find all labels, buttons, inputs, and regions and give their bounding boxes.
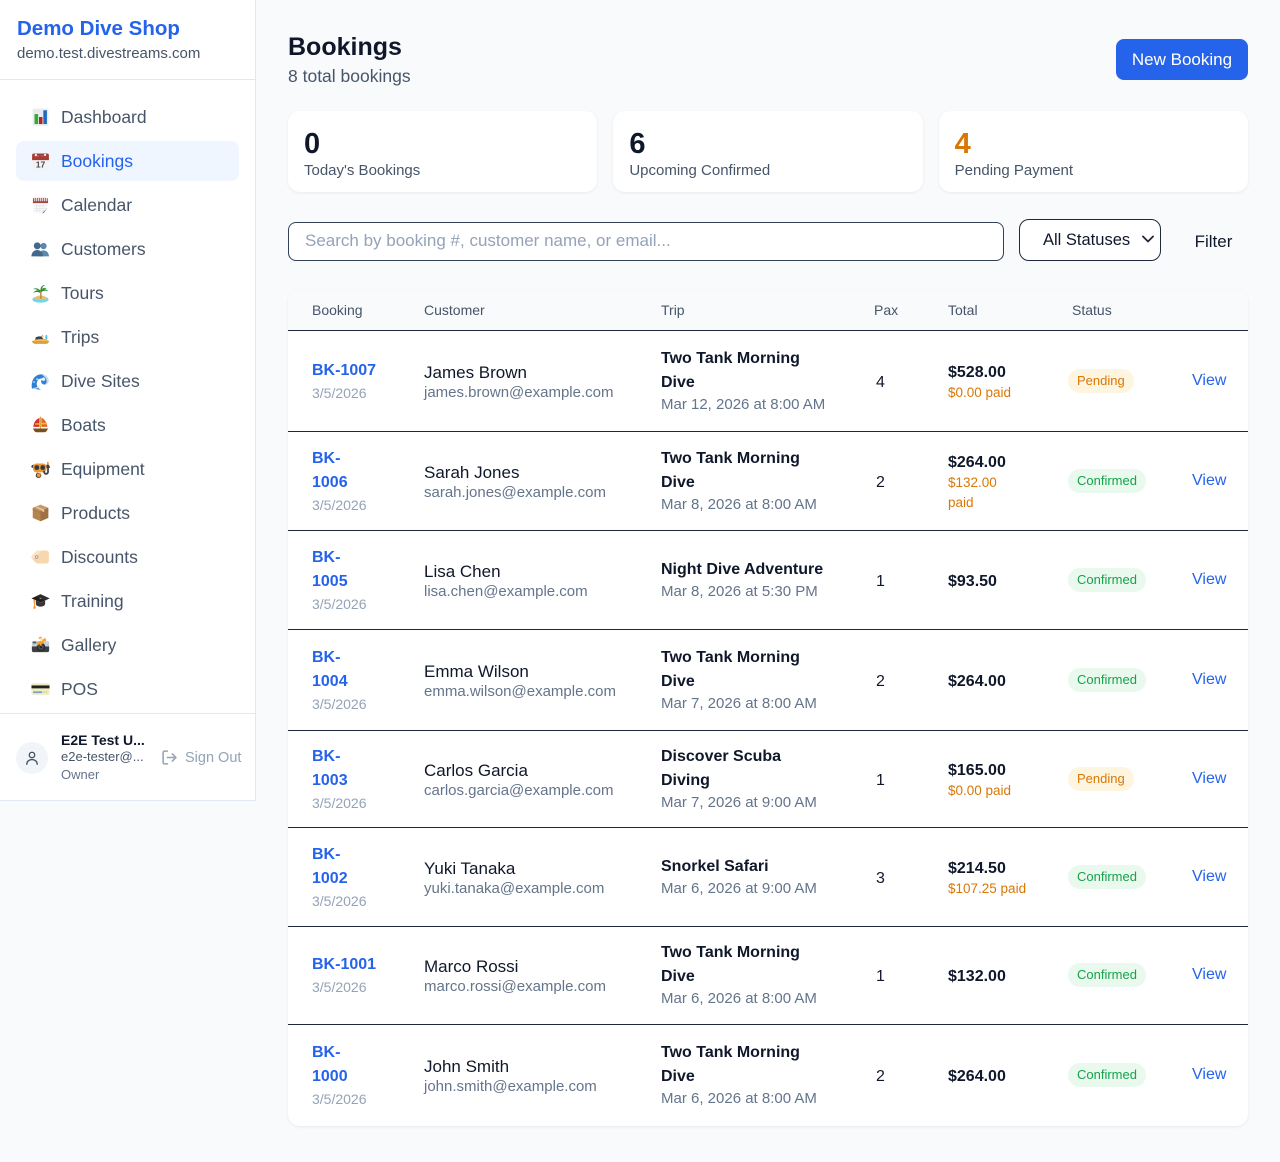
svg-text:17: 17 bbox=[36, 160, 46, 170]
